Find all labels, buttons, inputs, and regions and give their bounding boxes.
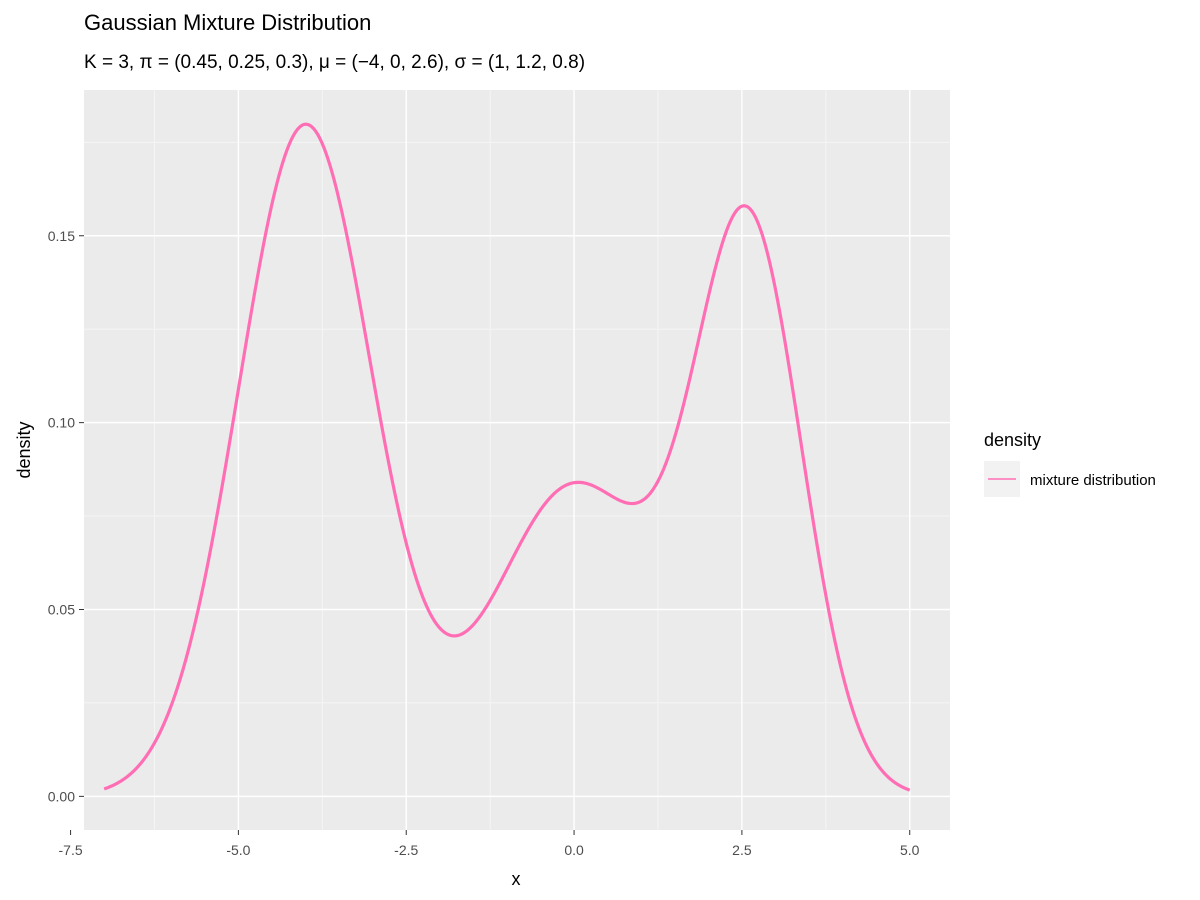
y-axis-title: density [14,421,34,478]
chart-subtitle: K = 3, π = (0.45, 0.25, 0.3), μ = (−4, 0… [84,52,585,73]
x-tick-label: -2.5 [394,842,418,858]
major-gridlines [69,90,950,830]
x-tick-label: 0.0 [564,842,584,858]
legend: density mixture distribution [984,430,1156,497]
x-tick-label: -7.5 [59,842,83,858]
chart-title: Gaussian Mixture Distribution [84,10,371,35]
y-tick-label: 0.10 [48,415,75,431]
x-axis: -7.5 -5.0 -2.5 0.0 2.5 5.0 [59,830,920,858]
x-tick-label: 2.5 [732,842,752,858]
x-tick-label: -5.0 [226,842,250,858]
minor-gridlines [84,90,950,830]
y-axis: 0.00 0.05 0.10 0.15 [48,228,84,804]
legend-title: density [984,430,1041,450]
x-axis-title: x [512,869,521,889]
mixture-density-line [103,122,911,792]
y-tick-label: 0.00 [48,788,75,804]
legend-label: mixture distribution [1030,472,1156,489]
y-tick-label: 0.15 [48,228,75,244]
y-tick-label: 0.05 [48,601,75,617]
plot-panel [84,90,950,830]
x-tick-label: 5.0 [900,842,920,858]
